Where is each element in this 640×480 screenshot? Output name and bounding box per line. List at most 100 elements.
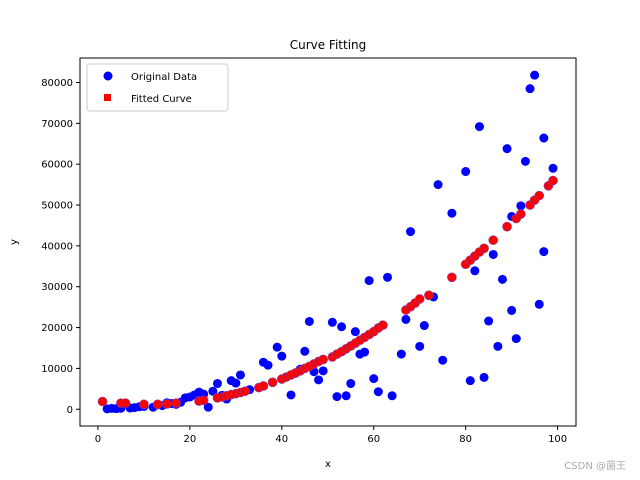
original-data-point: [507, 305, 517, 315]
fitted-curve-point: [548, 175, 558, 186]
y-tick-label: 60000: [41, 160, 73, 171]
axis-ticks: 0 20 40 60 80 100 0 10000 20000 30000 40000 50000 60…: [41, 78, 567, 445]
original-data-point: [286, 390, 296, 400]
legend-label-original: Original Data: [131, 72, 197, 83]
fitted-curve-point: [534, 190, 545, 201]
original-data-point: [360, 347, 370, 357]
original-data-point: [447, 208, 457, 218]
original-data-point: [387, 391, 397, 401]
fitted-curve-point: [414, 294, 425, 304]
y-tick-label: 50000: [41, 201, 73, 212]
original-data-point: [406, 227, 416, 237]
original-data-point: [208, 386, 218, 396]
fitted-curve-point: [488, 235, 499, 245]
original-data-point: [373, 387, 383, 397]
data-points: [97, 70, 558, 414]
original-data-point: [231, 378, 241, 388]
original-data-point: [488, 249, 498, 259]
original-data-point: [516, 201, 526, 211]
original-data-point: [314, 375, 324, 385]
original-data-point: [530, 70, 540, 80]
fitted-curve-point: [258, 381, 269, 391]
x-tick-label: 80: [459, 434, 472, 445]
fitted-curve-point: [171, 398, 181, 408]
original-data-point: [438, 355, 448, 365]
original-data-point: [364, 276, 374, 286]
axes-frame: [79, 57, 577, 427]
original-data-point: [346, 379, 356, 389]
original-data-point: [369, 374, 379, 384]
original-data-point: [415, 341, 425, 351]
y-tick-label: 20000: [41, 323, 73, 334]
fitted-curve-point: [502, 221, 512, 232]
watermark: CSDN @菌王: [564, 461, 626, 472]
legend-marker-original: [103, 71, 113, 81]
original-data-point: [548, 163, 558, 173]
fitted-curve-point: [267, 377, 278, 388]
original-data-point: [539, 247, 549, 257]
original-data-point: [493, 341, 503, 351]
legend-box: [86, 63, 229, 112]
y-tick-label: 10000: [41, 364, 73, 375]
fitted-curve-point: [97, 396, 108, 407]
original-data-point: [272, 342, 282, 352]
original-data-point: [304, 316, 314, 326]
fitted-curve-point: [162, 399, 172, 409]
y-axis-label: y: [9, 239, 20, 245]
original-data-point: [419, 321, 429, 331]
original-data-point: [396, 349, 406, 359]
original-data-point: [263, 360, 273, 370]
original-data-point: [461, 167, 471, 177]
original-data-point: [350, 327, 360, 337]
fitted-curve-point: [378, 320, 388, 330]
original-data-point: [433, 180, 443, 190]
original-data-point: [479, 372, 489, 382]
y-tick-label: 80000: [41, 78, 73, 89]
chart-title: Curve Fitting: [290, 38, 367, 52]
x-tick-label: 60: [367, 434, 380, 445]
legend-label-fitted: Fitted Curve: [131, 94, 192, 105]
fitted-curve-point: [198, 395, 209, 406]
original-data-point: [511, 334, 521, 344]
x-tick-label: 40: [275, 434, 288, 445]
x-tick-label: 20: [183, 434, 196, 445]
original-data-point: [327, 317, 337, 327]
x-tick-label: 100: [548, 434, 567, 445]
original-data-point: [337, 322, 347, 332]
x-tick-label: 0: [95, 434, 101, 445]
x-axis-label: x: [325, 459, 331, 470]
original-data-point: [300, 346, 310, 356]
fitted-curve-point: [479, 243, 489, 254]
original-data-point: [203, 402, 213, 412]
original-data-point: [465, 376, 475, 386]
original-data-point: [502, 144, 512, 154]
original-data-point: [534, 299, 544, 309]
fitted-curve-point: [516, 209, 526, 219]
original-data-point: [470, 266, 480, 276]
fitted-curve-point: [120, 398, 131, 408]
original-data-point: [332, 392, 342, 402]
original-data-point: [212, 379, 222, 389]
y-tick-label: 70000: [41, 119, 73, 130]
fitted-curve-point: [424, 290, 434, 301]
original-data-point: [235, 370, 245, 380]
original-data-point: [539, 133, 549, 143]
y-tick-label: 30000: [41, 282, 73, 293]
fitted-curve-point: [318, 354, 328, 365]
original-data-point: [525, 84, 535, 94]
legend: Original Data Fitted Curve: [86, 63, 229, 112]
original-data-point: [474, 122, 484, 132]
original-data-point: [341, 391, 351, 401]
fitted-curve-point: [139, 399, 149, 410]
original-data-point: [318, 366, 328, 376]
y-tick-label: 0: [67, 405, 73, 416]
fitted-curve-point: [152, 399, 163, 410]
original-data-point: [520, 156, 530, 166]
original-data-point: [383, 272, 393, 282]
original-data-point: [497, 274, 507, 284]
legend-marker-fitted: [104, 94, 111, 101]
fitted-curve-point: [240, 386, 250, 397]
fitted-curve-point: [447, 272, 457, 283]
original-data-point: [401, 314, 411, 324]
